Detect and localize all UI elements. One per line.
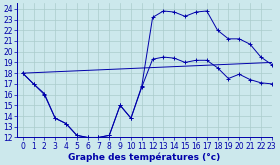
X-axis label: Graphe des températures (°c): Graphe des températures (°c)	[68, 152, 221, 162]
